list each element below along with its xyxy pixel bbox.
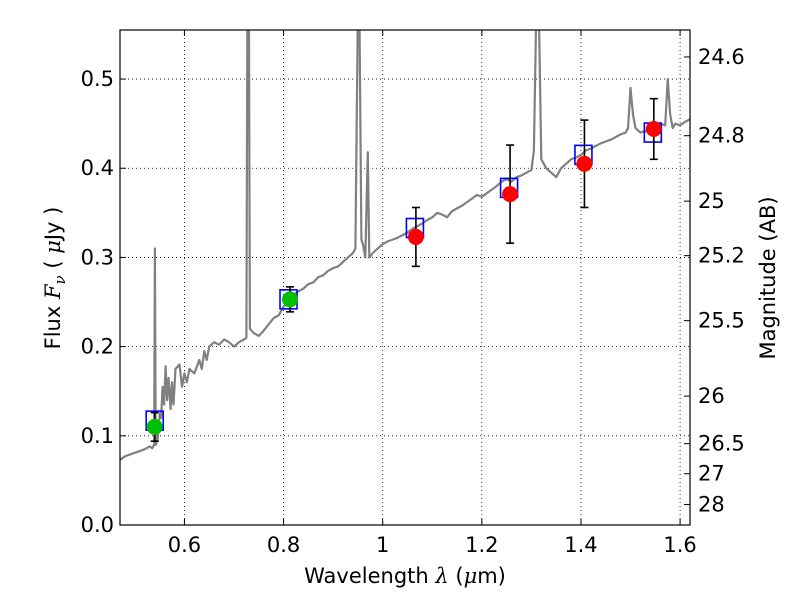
- y2-tick-label: 27: [698, 462, 725, 486]
- y-tick-label: 0.1: [81, 424, 114, 448]
- observed-point: [645, 121, 662, 137]
- y-tick-label: 0.4: [81, 156, 114, 180]
- y-tick-label: 0.0: [81, 513, 114, 537]
- x-axis-title-part: λ: [434, 564, 448, 588]
- y2-tick-label: 24.8: [698, 124, 745, 148]
- x-tick-label: 1.2: [465, 533, 498, 557]
- ticks: 0.6 0.8 1 1.2 1.4 1.6 0.0 0.1 0.2 0.3 0.4 0.5 24.6 24…: [81, 30, 745, 557]
- observed-point: [576, 155, 593, 172]
- y-axis-title-part: Flux: [41, 299, 65, 349]
- y2-tick-label: 26: [698, 384, 725, 408]
- right-axis-title: Magnitude (AB): [756, 196, 780, 359]
- observed-point: [502, 186, 519, 203]
- y2-tick-label: 24.6: [698, 45, 745, 69]
- y2-tick-label: 25: [698, 189, 725, 213]
- y2-tick-label: 25.5: [698, 309, 745, 333]
- spectrum-line: [120, 30, 690, 461]
- y-axis-title-part: μ: [41, 240, 65, 254]
- x-axis-title-part: μ: [464, 564, 478, 588]
- y-tick-label: 0.5: [81, 67, 114, 91]
- x-tick-label: 1.4: [564, 533, 597, 557]
- y2-tick-label: 25.2: [698, 244, 745, 268]
- x-axis-title-part: m): [477, 564, 506, 588]
- observed-point: [407, 228, 424, 245]
- y-axis-title-part: ν: [51, 275, 69, 284]
- x-tick-label: 1.6: [663, 533, 696, 557]
- y-axis-title-part: (: [41, 254, 65, 276]
- plot-frame: [119, 29, 691, 526]
- grid: [120, 30, 690, 526]
- x-tick-label: 0.8: [267, 533, 300, 557]
- y2-tick-label: 28: [698, 493, 725, 517]
- x-axis-title: Wavelength λ (μm): [304, 564, 506, 588]
- observed-point: [282, 291, 299, 308]
- x-tick-label: 0.6: [168, 533, 201, 557]
- y-axis-title-part: Jy ): [41, 207, 65, 243]
- y-axis-title: Flux Fν ( μJy ): [41, 207, 69, 350]
- plot-area: [120, 30, 690, 461]
- y-tick-label: 0.2: [81, 335, 114, 359]
- observed-point: [146, 418, 163, 435]
- y2-tick-label: 26.5: [698, 432, 745, 456]
- x-axis-title-part: (: [449, 564, 464, 588]
- x-tick-label: 1: [376, 533, 389, 557]
- x-axis-title-part: Wavelength: [304, 564, 435, 588]
- y-tick-label: 0.3: [81, 245, 114, 269]
- y-axis-title-part: F: [41, 283, 65, 300]
